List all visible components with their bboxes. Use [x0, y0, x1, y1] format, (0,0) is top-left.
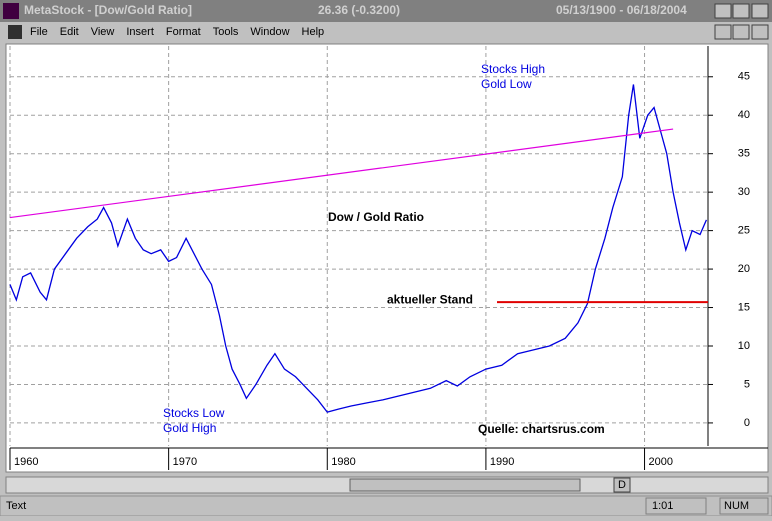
- y-tick-label: 15: [738, 301, 750, 313]
- menu-item[interactable]: Insert: [126, 26, 154, 38]
- annotation: Gold Low: [481, 77, 532, 91]
- status-time-box: [645, 497, 707, 515]
- status-time: 1:01: [652, 500, 673, 512]
- x-tick-label: 1990: [490, 456, 514, 468]
- x-tick-label: 1960: [14, 456, 38, 468]
- annotation: Stocks Low: [163, 406, 225, 420]
- y-tick-label: 35: [738, 148, 750, 160]
- data-line: [9, 84, 708, 413]
- y-tick-label: 10: [738, 340, 750, 352]
- x-tick-label: 2000: [649, 456, 673, 468]
- title-bar: [0, 0, 772, 22]
- maximize[interactable]: [732, 3, 750, 19]
- menu-item[interactable]: Edit: [60, 26, 79, 38]
- menu-item[interactable]: Help: [302, 26, 325, 38]
- menu-item[interactable]: Window: [250, 26, 289, 38]
- chart: 0 5 10 15 20 25 30 35 40 45 1960 1970 1980 1990 2000 ak…: [9, 46, 768, 470]
- y-tick-label: 45: [738, 71, 750, 83]
- doc-minimize[interactable]: [714, 24, 732, 40]
- y-tick-label: 30: [738, 186, 750, 198]
- x-tick-label: 1980: [331, 456, 355, 468]
- menu-item[interactable]: File: [30, 26, 48, 38]
- y-tick-label: 25: [738, 225, 750, 237]
- minimize[interactable]: [714, 3, 732, 19]
- status-num: NUM: [724, 500, 749, 512]
- status-num-box: [719, 497, 769, 515]
- menu-item[interactable]: Format: [166, 26, 201, 38]
- menu-item[interactable]: View: [91, 26, 115, 38]
- window-title: MetaStock - [Dow/Gold Ratio]: [24, 3, 192, 17]
- trendline: [9, 128, 674, 219]
- menu-item[interactable]: Tools: [213, 26, 239, 38]
- level-label: aktueller Stand: [387, 292, 473, 306]
- chart-title: Dow / Gold Ratio: [328, 210, 424, 224]
- status-text: Text: [6, 500, 26, 512]
- menu-bar: File Edit View Insert Format Tools Window Help: [8, 25, 324, 39]
- y-tick-label: 20: [738, 263, 750, 275]
- annotation: Gold High: [163, 421, 216, 435]
- app-icon: [3, 3, 19, 19]
- toolbar-button-label: D: [618, 479, 626, 491]
- close[interactable]: [751, 3, 769, 19]
- doc-close[interactable]: [751, 24, 769, 40]
- y-tick-label: 0: [744, 417, 750, 429]
- doc-icon: [8, 25, 22, 39]
- x-tick-label: 1970: [173, 456, 197, 468]
- source: Quelle: chartsrus.com: [478, 422, 605, 436]
- doc-restore[interactable]: [732, 24, 750, 40]
- date-range: 05/13/1900 - 06/18/2004: [556, 3, 687, 17]
- y-tick-label: 5: [744, 378, 750, 390]
- annotation: Stocks High: [481, 62, 545, 76]
- window-buttons: [714, 3, 769, 40]
- scroll-thumb[interactable]: [349, 478, 581, 492]
- last-value: 26.36 (-0.3200): [318, 3, 400, 17]
- toolbar-button[interactable]: [613, 477, 631, 493]
- y-tick-label: 40: [738, 109, 750, 121]
